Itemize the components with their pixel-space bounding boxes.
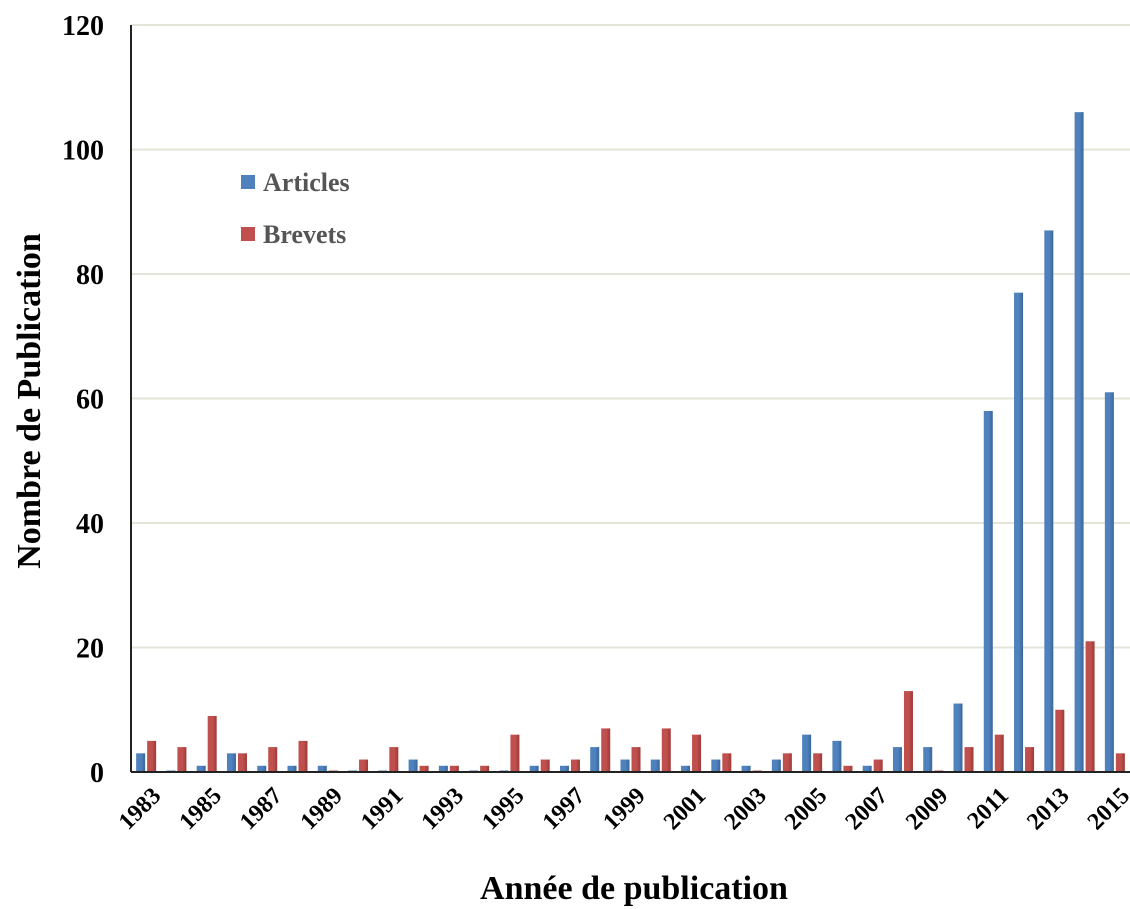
bar-articles-2015 xyxy=(1104,392,1114,772)
bar-brevets-1988 xyxy=(298,740,308,772)
x-tick-label: 2003 xyxy=(720,783,772,835)
bar-brevets-1987 xyxy=(268,747,278,772)
bar-brevets-2012 xyxy=(1025,747,1035,772)
bar-brevets-2002 xyxy=(722,753,732,772)
bar-brevets-1993 xyxy=(449,765,459,772)
bar-articles-1996 xyxy=(529,765,539,772)
bar-brevets-1997 xyxy=(570,759,580,772)
bar-articles-2011 xyxy=(983,410,993,772)
bar-brevets-1996 xyxy=(540,759,550,772)
bar-articles-2002 xyxy=(711,759,721,772)
x-tick-label: 2011 xyxy=(963,783,1014,834)
bar-brevets-1998 xyxy=(601,728,611,772)
bar-articles-2009 xyxy=(923,747,933,772)
bar-brevets-2001 xyxy=(692,734,702,772)
bar-articles-2012 xyxy=(1014,292,1024,772)
bar-articles-1986 xyxy=(226,753,236,772)
bar-articles-1998 xyxy=(590,747,600,772)
x-tick-label: 2013 xyxy=(1022,783,1074,835)
bar-articles-1983 xyxy=(136,753,146,772)
bar-articles-2014 xyxy=(1074,112,1084,772)
bar-articles-2004 xyxy=(771,759,781,772)
bar-brevets-2010 xyxy=(964,747,974,772)
bar-brevets-2006 xyxy=(843,765,853,772)
bar-articles-2013 xyxy=(1044,230,1054,773)
y-tick-label: 20 xyxy=(76,634,104,665)
bar-brevets-2008 xyxy=(903,691,913,772)
bar-articles-2001 xyxy=(681,765,691,772)
x-tick-label: 1999 xyxy=(598,783,650,835)
y-tick-label: 80 xyxy=(76,260,104,291)
y-tick-label: 120 xyxy=(62,11,104,42)
bar-brevets-2007 xyxy=(873,759,883,772)
x-tick-label: 1993 xyxy=(417,783,469,835)
bars xyxy=(136,112,1125,773)
x-tick-label: 1989 xyxy=(296,783,348,835)
bar-brevets-2014 xyxy=(1085,641,1095,772)
x-tick-label: 1985 xyxy=(175,783,227,835)
bar-articles-2000 xyxy=(650,759,660,772)
bar-brevets-1990 xyxy=(359,759,369,772)
bar-brevets-1986 xyxy=(237,753,247,772)
x-tick-labels: 1983 1985 1987 1989 1991 1993 1995 1997 1999 2001… xyxy=(114,783,1130,835)
bar-articles-1985 xyxy=(196,765,206,772)
bar-brevets-1995 xyxy=(510,734,520,772)
bar-brevets-2011 xyxy=(994,734,1004,772)
y-axis-title: Nombre de Publication xyxy=(11,233,48,569)
y-tick-label: 40 xyxy=(76,509,104,540)
x-tick-label: 2001 xyxy=(659,783,711,835)
bar-brevets-1999 xyxy=(631,747,641,772)
x-tick-label: 1997 xyxy=(538,783,590,835)
x-tick-label: 1995 xyxy=(477,783,529,835)
x-tick-label: 2015 xyxy=(1083,783,1130,835)
bar-articles-1993 xyxy=(438,765,448,772)
bar-brevets-2015 xyxy=(1115,753,1125,772)
axes xyxy=(130,25,1130,773)
bar-articles-1989 xyxy=(317,765,327,772)
legend: Articles Brevets xyxy=(241,168,350,249)
gridlines xyxy=(131,24,1130,649)
bar-brevets-1983 xyxy=(147,740,157,772)
bar-brevets-2005 xyxy=(813,753,823,772)
bar-articles-2008 xyxy=(892,747,902,772)
x-tick-label: 1987 xyxy=(235,783,287,835)
bar-brevets-1984 xyxy=(177,747,187,772)
bar-articles-1997 xyxy=(559,765,569,772)
legend-swatch-articles xyxy=(241,175,255,189)
bar-articles-2006 xyxy=(832,740,842,772)
bar-articles-2005 xyxy=(802,734,812,772)
y-tick-label: 60 xyxy=(76,385,104,416)
bar-brevets-2004 xyxy=(782,753,792,772)
legend-label-articles: Articles xyxy=(263,168,350,197)
bar-articles-1988 xyxy=(287,765,297,772)
bar-brevets-1985 xyxy=(207,715,217,772)
bar-brevets-1994 xyxy=(480,765,490,772)
y-tick-label: 0 xyxy=(90,758,104,789)
y-tick-labels: 0 20 40 60 80 100 120 xyxy=(62,11,104,789)
bar-brevets-2000 xyxy=(661,728,671,772)
bar-articles-1999 xyxy=(620,759,630,772)
x-tick-label: 2005 xyxy=(780,783,832,835)
bar-articles-1992 xyxy=(408,759,418,772)
bar-brevets-1991 xyxy=(389,747,399,772)
bar-articles-2007 xyxy=(862,765,872,772)
bar-brevets-1992 xyxy=(419,765,429,772)
x-tick-label: 1991 xyxy=(356,783,408,835)
bar-articles-2010 xyxy=(953,703,963,772)
bar-articles-2003 xyxy=(741,765,751,772)
bar-brevets-2013 xyxy=(1055,709,1065,772)
y-tick-label: 100 xyxy=(62,136,104,167)
legend-label-brevets: Brevets xyxy=(263,220,346,249)
bar-articles-1987 xyxy=(257,765,267,772)
x-axis-title: Année de publication xyxy=(480,870,788,907)
x-tick-label: 2009 xyxy=(901,783,953,835)
x-tick-label: 1983 xyxy=(114,783,166,835)
legend-swatch-brevets xyxy=(241,227,255,241)
x-tick-label: 2007 xyxy=(841,783,893,835)
